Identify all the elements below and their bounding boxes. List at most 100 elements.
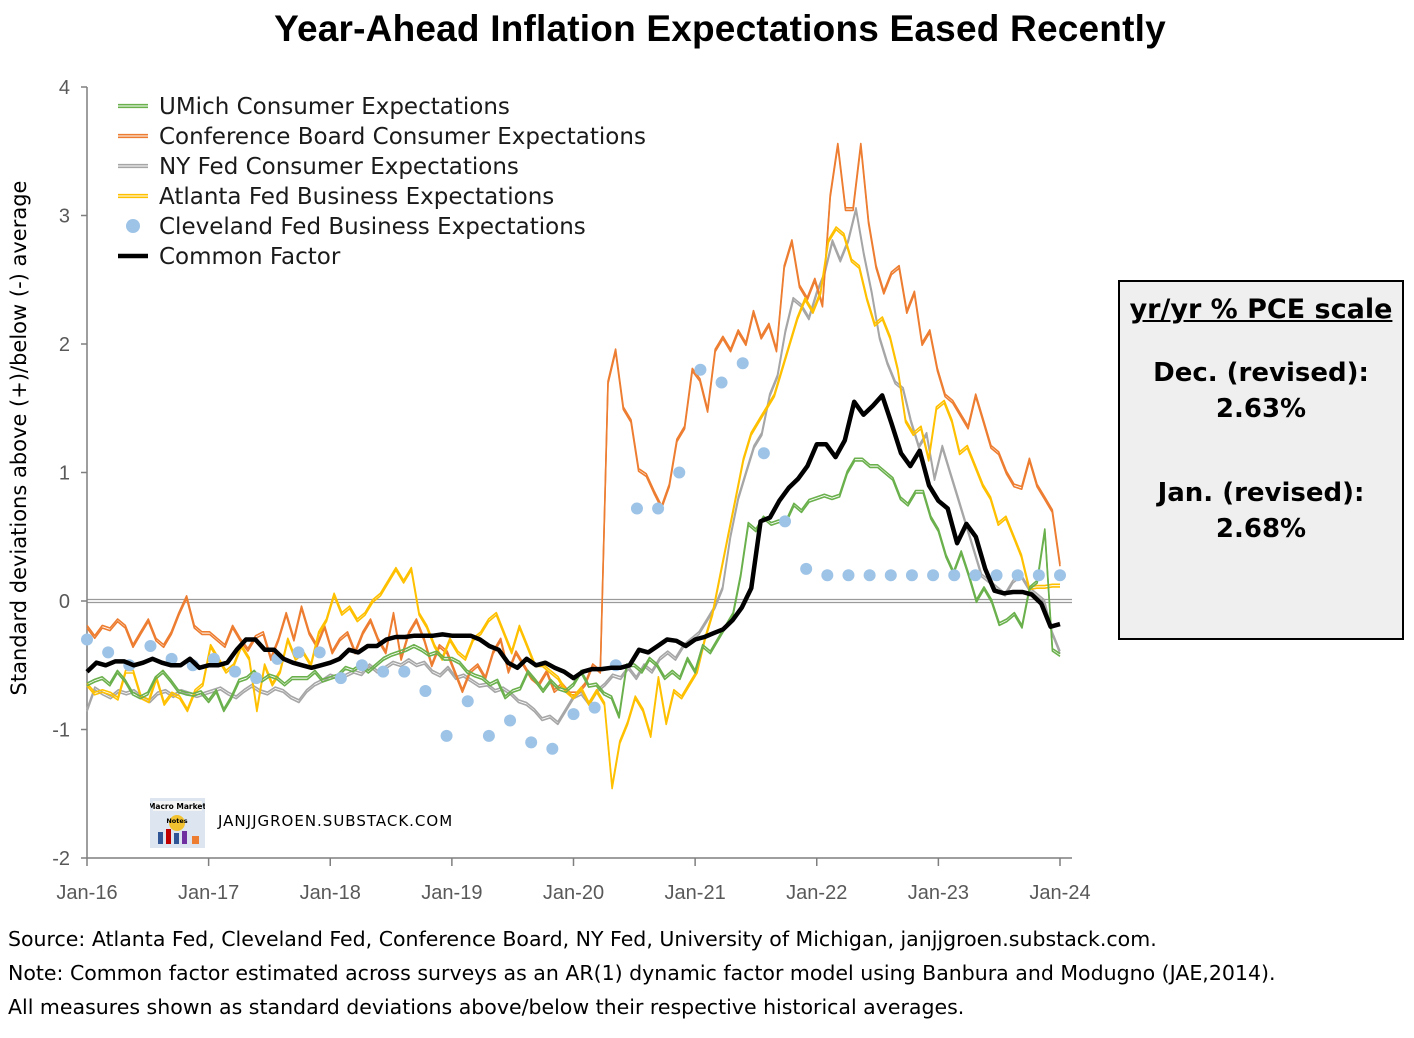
- cleveland-point: [229, 665, 242, 678]
- legend-item: Common Factor: [118, 244, 341, 270]
- y-tick-label: -1: [52, 720, 70, 742]
- cleveland-point: [736, 357, 749, 370]
- cleveland-point: [990, 569, 1003, 582]
- legend-label: NY Fed Consumer Expectations: [159, 154, 519, 180]
- cleveland-point: [250, 672, 263, 685]
- series-line-lower: [86, 145, 1061, 696]
- cleveland-point: [81, 633, 93, 646]
- cleveland-point: [144, 639, 157, 652]
- series-ny-fed-consumer-expectations: [86, 207, 1061, 726]
- series-line-upper: [86, 207, 1061, 723]
- footer-notes: Source: Atlanta Fed, Cleveland Fed, Conf…: [8, 922, 1408, 1024]
- legend-item: Atlanta Fed Business Expectations: [118, 184, 554, 210]
- y-tick-label: -2: [52, 848, 70, 870]
- legend-item: NY Fed Consumer Expectations: [118, 154, 519, 180]
- series-line-upper: [86, 226, 1060, 787]
- legend-label: Conference Board Consumer Expectations: [159, 124, 646, 150]
- cleveland-point: [779, 515, 792, 528]
- chart-title: Year-Ahead Inflation Expectations Eased …: [274, 8, 1166, 49]
- dec-value: 2.63%: [1215, 394, 1307, 424]
- x-tick-label: Jan-19: [421, 882, 482, 904]
- legend-label: Cleveland Fed Business Expectations: [159, 214, 586, 240]
- cleveland-point: [842, 569, 855, 582]
- cleveland-point: [1011, 569, 1024, 582]
- series-line-lower: [86, 209, 1061, 726]
- cleveland-point: [525, 736, 538, 749]
- y-tick-label: 1: [59, 463, 70, 485]
- y-tick-label: 3: [59, 206, 70, 228]
- legend-label: UMich Consumer Expectations: [159, 94, 510, 120]
- cleveland-point: [165, 652, 178, 665]
- scale-box-title: yr/yr % PCE scale: [1129, 294, 1393, 325]
- cleveland-point: [948, 569, 961, 582]
- watermark-text: JANJJGROEN.SUBSTACK.COM: [218, 812, 454, 830]
- legend: UMich Consumer Expectations Conference Bo…: [118, 94, 646, 270]
- y-tick-label: 0: [59, 591, 70, 613]
- dec-label: Dec. (revised):: [1153, 358, 1369, 388]
- common-factor-line: [85, 393, 1061, 681]
- cleveland-point: [504, 714, 517, 727]
- cleveland-point: [334, 672, 347, 685]
- x-tick-label: Jan-18: [300, 882, 361, 904]
- cleveland-point: [482, 729, 495, 742]
- cleveland-point: [440, 729, 453, 742]
- y-tick-label: 2: [59, 334, 70, 356]
- cleveland-point: [355, 659, 368, 672]
- cleveland-point: [398, 665, 411, 678]
- cleveland-point: [630, 502, 643, 515]
- cleveland-point: [313, 646, 326, 659]
- series-line-lower: [86, 228, 1060, 790]
- cleveland-point: [905, 569, 918, 582]
- x-tick-label: Jan-20: [543, 882, 604, 904]
- logo-icon: Macro Market Notes: [148, 798, 206, 848]
- cleveland-point: [863, 569, 876, 582]
- cleveland-point: [1032, 569, 1045, 582]
- cleveland-point: [757, 447, 770, 460]
- cleveland-point: [884, 569, 897, 582]
- cleveland-point: [927, 569, 940, 582]
- cleveland-point: [969, 569, 982, 582]
- svg-text:Macro Market: Macro Market: [150, 802, 205, 811]
- cleveland-point: [292, 646, 305, 659]
- series-line-upper: [86, 142, 1061, 693]
- svg-text:Notes: Notes: [166, 817, 187, 825]
- cleveland-point: [377, 665, 390, 678]
- series-umich-consumer-expectations: [86, 457, 1061, 719]
- cleveland-point: [546, 742, 559, 755]
- cleveland-point: [461, 695, 474, 708]
- legend-item: UMich Consumer Expectations: [118, 94, 510, 120]
- cleveland-point: [673, 466, 686, 479]
- series-cleveland-fed-business-expectations: [81, 357, 1066, 755]
- cleveland-point: [800, 562, 813, 575]
- cleveland-point: [821, 569, 834, 582]
- series-common-factor: [85, 393, 1061, 681]
- cleveland-point: [694, 363, 707, 376]
- cleveland-point: [652, 502, 665, 515]
- x-tick-label: Jan-17: [178, 882, 239, 904]
- pce-scale-box: yr/yr % PCE scale Dec. (revised): 2.63% …: [1118, 280, 1404, 640]
- series-atlanta-fed-business-expectations: [86, 226, 1060, 790]
- measures-note: All measures shown as standard deviation…: [8, 995, 965, 1019]
- cleveland-point: [419, 684, 432, 697]
- jan-value: 2.68%: [1215, 514, 1307, 544]
- y-tick-label: 4: [59, 77, 70, 99]
- x-tick-label: Jan-24: [1029, 882, 1090, 904]
- method-note: Note: Common factor estimated across sur…: [8, 961, 1276, 985]
- cleveland-point: [588, 701, 601, 714]
- legend-item: Cleveland Fed Business Expectations: [126, 214, 586, 240]
- macro-market-notes-logo: Macro Market Notes: [148, 798, 206, 848]
- axes: -2 -1 0 1 2 3 4 Jan-16 Jan-17 Jan-18 Jan-19 Jan-20 J…: [52, 77, 1090, 904]
- legend-swatch: [126, 219, 140, 233]
- x-tick-label: Jan-22: [786, 882, 847, 904]
- cleveland-point: [567, 708, 580, 721]
- x-tick-label: Jan-21: [665, 882, 726, 904]
- x-tick-label: Jan-16: [56, 882, 117, 904]
- legend-label: Common Factor: [159, 244, 341, 270]
- jan-label: Jan. (revised):: [1157, 478, 1365, 508]
- x-tick-label: Jan-23: [908, 882, 969, 904]
- series-layer: [81, 142, 1066, 790]
- cleveland-point: [715, 376, 728, 389]
- legend-label: Atlanta Fed Business Expectations: [159, 184, 554, 210]
- source-note: Source: Atlanta Fed, Cleveland Fed, Conf…: [8, 927, 1157, 951]
